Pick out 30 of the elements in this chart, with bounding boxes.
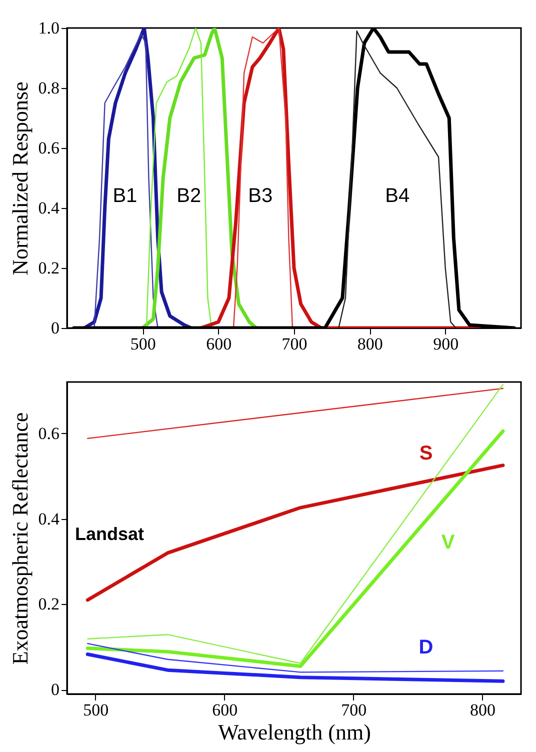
y-tick-label: 0.4 xyxy=(38,198,60,218)
y-tick-label: 0.8 xyxy=(38,78,60,98)
series-label: B3 xyxy=(248,185,273,207)
y-tick-label: 0.6 xyxy=(38,424,60,443)
annotation: Landsat xyxy=(75,524,144,544)
series-label: V xyxy=(441,531,456,554)
y-tick-label: 0.4 xyxy=(38,509,60,528)
series-label: B2 xyxy=(176,185,202,207)
y-axis-title: Normalized Response xyxy=(7,82,32,276)
y-axis-title: Exoatmospheric Reflectance xyxy=(7,412,32,665)
x-tick-label: 500 xyxy=(83,700,109,720)
y-tick-label: 0 xyxy=(51,318,60,338)
x-tick-label: 800 xyxy=(357,334,383,354)
x-tick-label: 700 xyxy=(282,334,308,354)
x-axis-title: Wavelength (nm) xyxy=(218,720,371,744)
y-tick-label: 0.6 xyxy=(38,138,60,158)
x-tick-label: 800 xyxy=(470,700,496,720)
x-tick-label: 500 xyxy=(130,334,156,354)
x-tick-label: 700 xyxy=(341,700,367,720)
series-label: B4 xyxy=(385,185,410,207)
x-tick-label: 600 xyxy=(206,334,232,354)
y-tick-label: 0.2 xyxy=(38,258,60,278)
y-tick-label: 0.2 xyxy=(38,594,60,614)
x-tick-label: 900 xyxy=(433,334,459,354)
y-tick-label: 1.0 xyxy=(38,18,60,38)
x-tick-label: 600 xyxy=(212,700,238,720)
series-label: S xyxy=(419,442,433,464)
series-label: B1 xyxy=(112,185,138,207)
series-label: D xyxy=(418,636,434,659)
y-tick-label: 0 xyxy=(51,680,60,700)
